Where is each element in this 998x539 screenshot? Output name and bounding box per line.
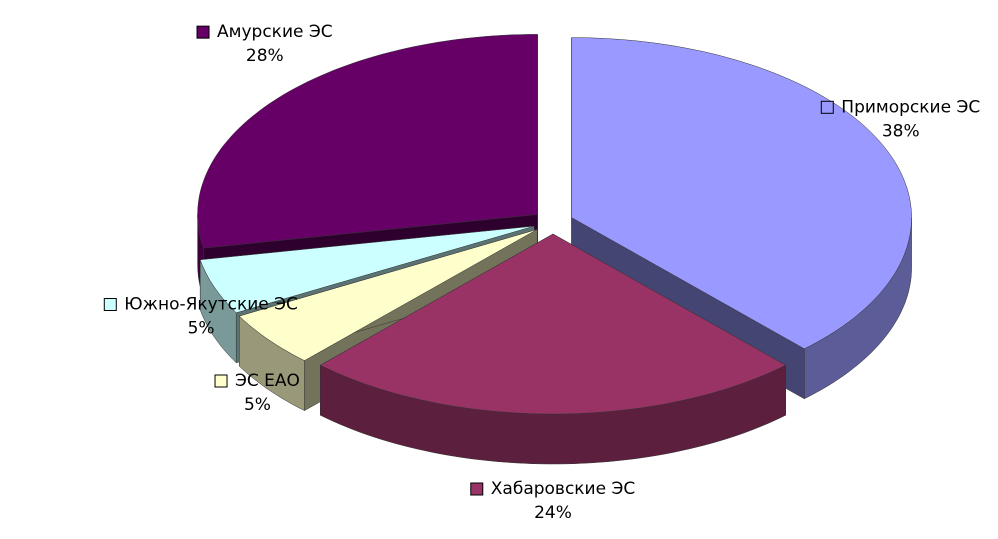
legend-marker bbox=[214, 374, 228, 388]
slice-label: Приморские ЭС bbox=[841, 97, 980, 117]
legend-marker bbox=[470, 482, 484, 496]
slice bbox=[571, 37, 912, 350]
slice-tops bbox=[197, 34, 912, 415]
slice-label: ЭС ЕАО bbox=[235, 371, 300, 391]
slice-value-label: 38% bbox=[882, 121, 920, 141]
slice bbox=[238, 229, 538, 361]
slice-value-label: 28% bbox=[246, 46, 284, 66]
slice-label: Хабаровские ЭС bbox=[491, 479, 635, 499]
legend-marker bbox=[103, 298, 117, 312]
slice-value-label: 5% bbox=[244, 395, 271, 415]
slice-label: Амурские ЭС bbox=[217, 22, 333, 42]
slice bbox=[197, 34, 538, 249]
slice bbox=[319, 233, 787, 415]
legend-marker bbox=[820, 100, 834, 114]
legend-marker bbox=[196, 25, 210, 39]
slice-value-label: 24% bbox=[534, 503, 572, 523]
slice-label: Южно-Якутские ЭС bbox=[124, 295, 298, 315]
slice-value-label: 5% bbox=[188, 319, 215, 339]
slice bbox=[199, 225, 535, 314]
